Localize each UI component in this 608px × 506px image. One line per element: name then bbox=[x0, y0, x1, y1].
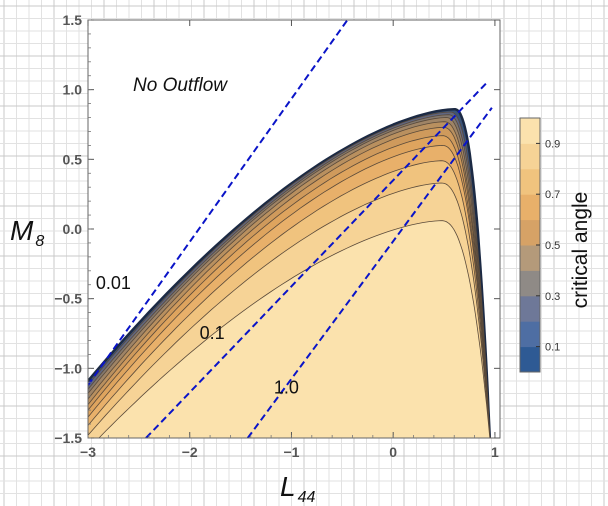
y-tick-label: 1.0 bbox=[63, 82, 83, 98]
y-tick-label: 0.0 bbox=[63, 221, 83, 237]
colorbar: 0.1 0.3 0.5 0.7 0.9 bbox=[519, 117, 560, 373]
y-tick-label: −1.0 bbox=[54, 360, 82, 376]
colorbar-segment bbox=[520, 194, 540, 221]
line-label-0.01: 0.01 bbox=[96, 273, 131, 293]
colorbar-segment bbox=[520, 219, 540, 246]
x-tick-label: 0 bbox=[389, 444, 397, 460]
colorbar-segment bbox=[520, 346, 540, 373]
annotations: 0.01 0.1 1.0 bbox=[96, 273, 299, 398]
y-tick-label: −1.5 bbox=[54, 430, 82, 446]
colorbar-tick-label: 0.9 bbox=[545, 138, 560, 150]
dashed-line-0.1 bbox=[145, 82, 488, 438]
colorbar-tick-label: 0.5 bbox=[545, 240, 560, 252]
colorbar-segment bbox=[520, 270, 540, 297]
dashed-line-1.0 bbox=[246, 107, 493, 438]
colorbar-tick-label: 0.3 bbox=[545, 291, 560, 303]
colorbar-segment bbox=[520, 143, 540, 170]
colorbar-segment bbox=[520, 245, 540, 271]
contour-level-0.99 bbox=[88, 220, 491, 438]
colorbar-segment bbox=[520, 118, 540, 144]
tick-labels: −3 −2 −1 0 1 −1.5 −1.0 −0.5 0.0 0.5 1.0 1.5 bbox=[54, 12, 499, 460]
colorbar-tick-label: 0.1 bbox=[545, 342, 560, 354]
x-axis-label: L 44 bbox=[280, 471, 315, 506]
dashed-lines bbox=[88, 20, 493, 438]
line-label-0.1: 0.1 bbox=[200, 323, 225, 343]
x-tick-label: −3 bbox=[80, 444, 96, 460]
axis-ticks bbox=[87, 19, 500, 439]
x-tick-label: −1 bbox=[283, 444, 299, 460]
contour-fills bbox=[88, 107, 492, 438]
line-label-1.0: 1.0 bbox=[274, 377, 299, 397]
colorbar-segment bbox=[520, 168, 540, 195]
no-outflow-label: No Outflow bbox=[133, 75, 228, 96]
colorbar-segment bbox=[520, 321, 540, 348]
colorbar-title: critical angle bbox=[569, 192, 592, 309]
y-tick-label: −0.5 bbox=[54, 291, 82, 307]
colorbar-segment bbox=[520, 295, 540, 322]
colorbar-tick-label: 0.7 bbox=[545, 189, 560, 201]
y-tick-label: 0.5 bbox=[63, 151, 83, 167]
x-tick-label: 1 bbox=[491, 444, 499, 460]
dashed-line-0.01 bbox=[88, 20, 349, 386]
y-tick-label: 1.5 bbox=[63, 12, 83, 28]
x-tick-label: −2 bbox=[182, 444, 198, 460]
